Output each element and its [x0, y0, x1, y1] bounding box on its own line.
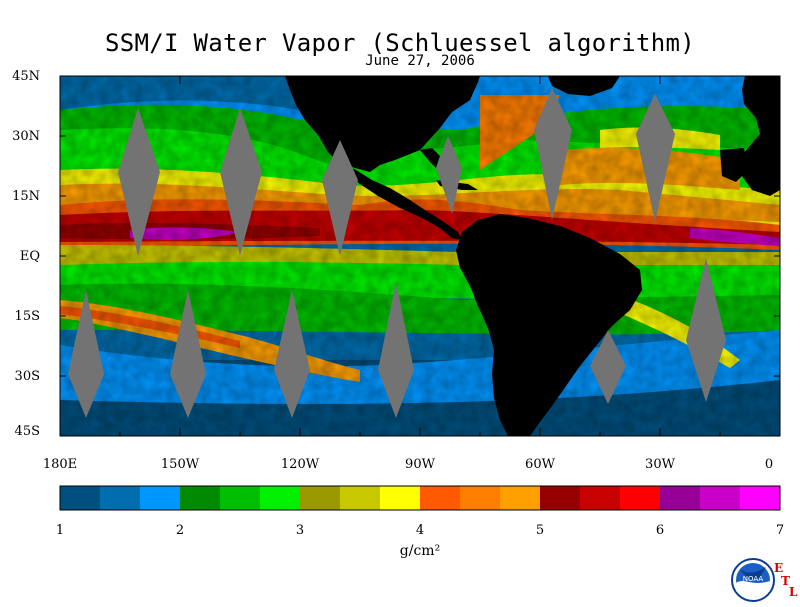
colorbar-tick-5: 5: [535, 523, 545, 538]
etl-letter-e: E: [774, 561, 784, 575]
colorbar-swatch-1: [60, 486, 101, 510]
colorbar-swatch-18: [740, 486, 781, 510]
etl-letter-l: L: [789, 585, 798, 599]
colorbar-swatch-8: [340, 486, 381, 510]
colorbar-swatch-5: [220, 486, 261, 510]
lat-label-45s: 45S: [14, 424, 40, 439]
colorbar-swatch-2: [100, 486, 141, 510]
lat-label-15n: 15N: [12, 189, 40, 204]
axis-ticks: [59, 75, 781, 437]
colorbar-swatch-9: [380, 486, 421, 510]
colorbar-units: g/cm²: [399, 543, 441, 559]
colorbar-swatch-13: [540, 486, 581, 510]
orbit-gaps: [68, 88, 726, 418]
colorbar-tick-7: 7: [775, 523, 785, 538]
colorbar-swatch-7: [300, 486, 341, 510]
colorbar-swatch-14: [580, 486, 621, 510]
map-date: June 27, 2006: [365, 53, 475, 69]
colorbar: [60, 486, 781, 510]
lon-label-90w: 90W: [405, 457, 435, 472]
colorbar-tick-4: 4: [415, 523, 425, 538]
lon-label-30w: 30W: [645, 457, 675, 472]
colorbar-tick-1: 1: [55, 523, 65, 538]
colorbar-swatch-4: [180, 486, 221, 510]
lon-label-150w: 150W: [160, 457, 200, 472]
etl-letter-t: T: [781, 574, 790, 588]
colorbar-tick-6: 6: [655, 523, 665, 538]
lat-label-15s: 15S: [14, 309, 40, 324]
land-masses: [285, 76, 780, 436]
colorbar-swatch-11: [460, 486, 501, 510]
colorbar-swatch-17: [700, 486, 741, 510]
map-title: SSM/I Water Vapor (Schluessel algorithm): [105, 29, 695, 57]
colorbar-tick-2: 2: [175, 523, 185, 538]
noaa-logo-icon: NOAA: [730, 557, 776, 607]
colorbar-swatch-10: [420, 486, 461, 510]
colorbar-swatch-3: [140, 486, 181, 510]
lon-label-0: 0: [764, 457, 774, 472]
colorbar-tick-3: 3: [295, 523, 305, 538]
logo-agency: NOAA: [743, 575, 764, 583]
lat-label-30s: 30S: [14, 369, 40, 384]
lon-label-60w: 60W: [525, 457, 555, 472]
map-field: [60, 76, 780, 436]
lat-label-45n: 45N: [12, 69, 40, 84]
colorbar-swatch-16: [660, 486, 701, 510]
lon-label-120w: 120W: [280, 457, 320, 472]
colorbar-swatch-12: [500, 486, 541, 510]
colorbar-swatch-6: [260, 486, 301, 510]
lon-label-180e: 180E: [42, 457, 78, 472]
colorbar-swatch-15: [620, 486, 661, 510]
lat-label-30n: 30N: [12, 129, 40, 144]
lat-label-eq: EQ: [19, 249, 40, 264]
